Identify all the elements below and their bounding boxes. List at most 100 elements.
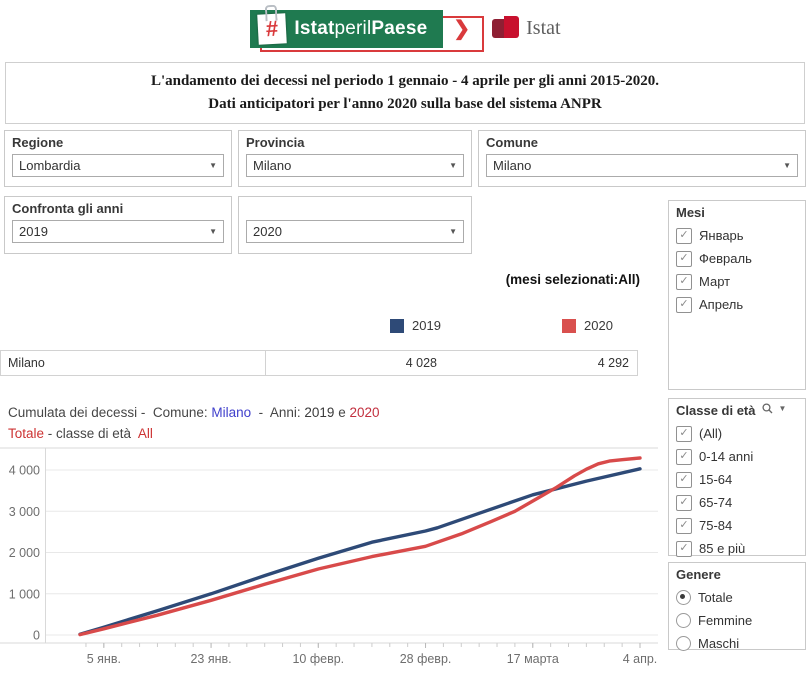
checkbox-checked-icon: ✓	[676, 250, 692, 267]
legend-item-2019[interactable]: 2019	[390, 318, 441, 333]
y-axis-label: 3 000	[9, 505, 40, 519]
mesi-item-label: Апрель	[699, 297, 744, 312]
hashtag-tile: #	[257, 4, 288, 45]
title-line-2: Dati anticipatori per l'anno 2020 sulla …	[208, 96, 602, 112]
caret-down-icon: ▼	[209, 227, 217, 236]
y-axis-label: 0	[33, 629, 40, 643]
checkbox-checked-icon: ✓	[676, 494, 692, 511]
search-icon[interactable]	[761, 403, 773, 414]
radio-icon	[676, 636, 691, 651]
classe-eta-label-text: Classe di età	[676, 403, 756, 418]
y-axis-label: 2 000	[9, 546, 40, 560]
filter-panel-classe-eta: Classe di età ▼ ✓ (All) ✓ 0-14 anni ✓ 15-…	[668, 398, 806, 557]
chart-caption: Cumulata dei decessi - Comune: Milano - …	[8, 402, 380, 444]
mesi-item-label: Январь	[699, 228, 744, 243]
x-axis-label: 17 марта	[507, 652, 559, 666]
note-highlight: All	[618, 272, 636, 287]
istat-logo-shape-red	[504, 16, 520, 38]
istat-logo: Istat	[492, 16, 561, 40]
provincia-value: Milano	[253, 158, 292, 173]
caption-segment: - Anni:	[251, 405, 305, 420]
comune-value: Milano	[493, 158, 532, 173]
chevron-right-icon: ❯	[453, 18, 471, 40]
genere-label: Genere	[676, 567, 721, 582]
logo-green-banner: # IstatperilPaese	[250, 4, 444, 48]
y-axis-label: 4 000	[9, 464, 40, 478]
logo-word-peril: peril	[334, 17, 372, 39]
caption-segment-anno2: 2020	[349, 405, 380, 420]
filter-panel-anno-2: 2020 ▼	[238, 196, 472, 254]
regione-label: Regione	[12, 135, 64, 150]
caret-down-icon: ▼	[783, 161, 791, 170]
classe-checkbox-65-74[interactable]: ✓ 65-74	[676, 491, 798, 514]
regione-dropdown[interactable]: Lombardia ▼	[12, 154, 224, 177]
provincia-dropdown[interactable]: Milano ▼	[246, 154, 464, 177]
paperclip-icon	[265, 4, 278, 21]
caption-segment: e	[334, 405, 350, 420]
caret-down-icon[interactable]: ▼	[778, 404, 787, 413]
mesi-checkbox-gennaio[interactable]: ✓ Январь	[676, 224, 798, 247]
istat-logo-text: Istat	[526, 17, 561, 39]
x-axis-label: 5 янв.	[87, 652, 121, 666]
istat-logo-mark	[492, 16, 520, 38]
radio-icon	[676, 613, 691, 628]
caption-segment: Cumulata dei decessi - Comune:	[8, 405, 212, 420]
anno1-dropdown[interactable]: 2019 ▼	[12, 220, 224, 243]
checkbox-checked-icon: ✓	[676, 227, 692, 244]
y-axis-label: 1 000	[9, 587, 40, 601]
legend-item-2020[interactable]: 2020	[562, 318, 613, 333]
checkbox-checked-icon: ✓	[676, 448, 692, 465]
table-cell-comune: Milano	[1, 351, 266, 375]
series-line-2020[interactable]	[78, 456, 642, 637]
comune-dropdown[interactable]: Milano ▼	[486, 154, 798, 177]
checkbox-checked-icon: ✓	[676, 273, 692, 290]
istat-per-il-paese-logo: # IstatperilPaese ❯	[250, 4, 485, 52]
classe-checkbox-15-64[interactable]: ✓ 15-64	[676, 468, 798, 491]
mesi-checkbox-febbraio[interactable]: ✓ Февраль	[676, 247, 798, 270]
genere-option-label: Totale	[698, 590, 733, 605]
classe-checkbox-85-piu[interactable]: ✓ 85 e più	[676, 537, 798, 560]
anno1-value: 2019	[19, 224, 48, 239]
radio-selected-icon	[676, 590, 691, 605]
anno2-dropdown[interactable]: 2020 ▼	[246, 220, 464, 243]
classe-checkbox-all[interactable]: ✓ (All)	[676, 422, 798, 445]
classe-checkbox-75-84[interactable]: ✓ 75-84	[676, 514, 798, 537]
filter-panel-genere: Genere Totale Femmine Maschi	[668, 562, 806, 651]
legend-label: 2019	[412, 318, 441, 333]
chart-caption-line2: Totale - classe di età All	[8, 423, 380, 444]
caption-segment: - classe di età	[44, 426, 138, 441]
dashboard-title: L'andamento dei decessi nel periodo 1 ge…	[5, 62, 805, 124]
filter-panel-anno-1: Confronta gli anni 2019 ▼	[4, 196, 232, 254]
mesi-item-label: Февраль	[699, 251, 752, 266]
note-prefix: (mesi selezionati:	[505, 272, 619, 287]
anno2-value: 2020	[253, 224, 282, 239]
provincia-label: Provincia	[246, 135, 305, 150]
classe-item-label: 85 e più	[699, 541, 746, 556]
comune-label: Comune	[486, 135, 538, 150]
x-axis-label: 23 янв.	[190, 652, 231, 666]
logo-word-istat: Istat	[294, 17, 335, 39]
series-line-2019[interactable]	[78, 467, 642, 636]
confronta-label: Confronta gli anni	[12, 201, 124, 216]
legend-label: 2020	[584, 318, 613, 333]
classe-item-label: 0-14 anni	[699, 449, 754, 464]
caption-segment-all: All	[137, 426, 153, 441]
checkbox-checked-icon: ✓	[676, 296, 692, 313]
genere-radio-femmine[interactable]: Femmine	[676, 609, 798, 632]
cumulative-chart: 0 1 000 2 000 3 000 4 000 5 янв. 23 янв. 10 фев…	[0, 447, 658, 666]
table-cell-2020-total: 4 292	[597, 356, 629, 370]
checkbox-checked-icon: ✓	[676, 425, 692, 442]
mesi-checkbox-marzo[interactable]: ✓ Март	[676, 270, 798, 293]
mesi-checkbox-aprile[interactable]: ✓ Апрель	[676, 293, 798, 316]
legend-swatch-2019	[390, 318, 404, 333]
genere-radio-maschi[interactable]: Maschi	[676, 632, 798, 655]
genere-radio-totale[interactable]: Totale	[676, 586, 798, 609]
filter-panel-comune: Comune Milano ▼	[478, 130, 806, 187]
classe-checkbox-0-14[interactable]: ✓ 0-14 anni	[676, 445, 798, 468]
chart-caption-line1: Cumulata dei decessi - Comune: Milano - …	[8, 402, 380, 423]
checkbox-checked-icon: ✓	[676, 540, 692, 557]
classe-item-label: (All)	[699, 426, 723, 441]
checkbox-checked-icon: ✓	[676, 471, 692, 488]
note-suffix: )	[635, 272, 641, 287]
genere-option-label: Maschi	[698, 636, 740, 651]
